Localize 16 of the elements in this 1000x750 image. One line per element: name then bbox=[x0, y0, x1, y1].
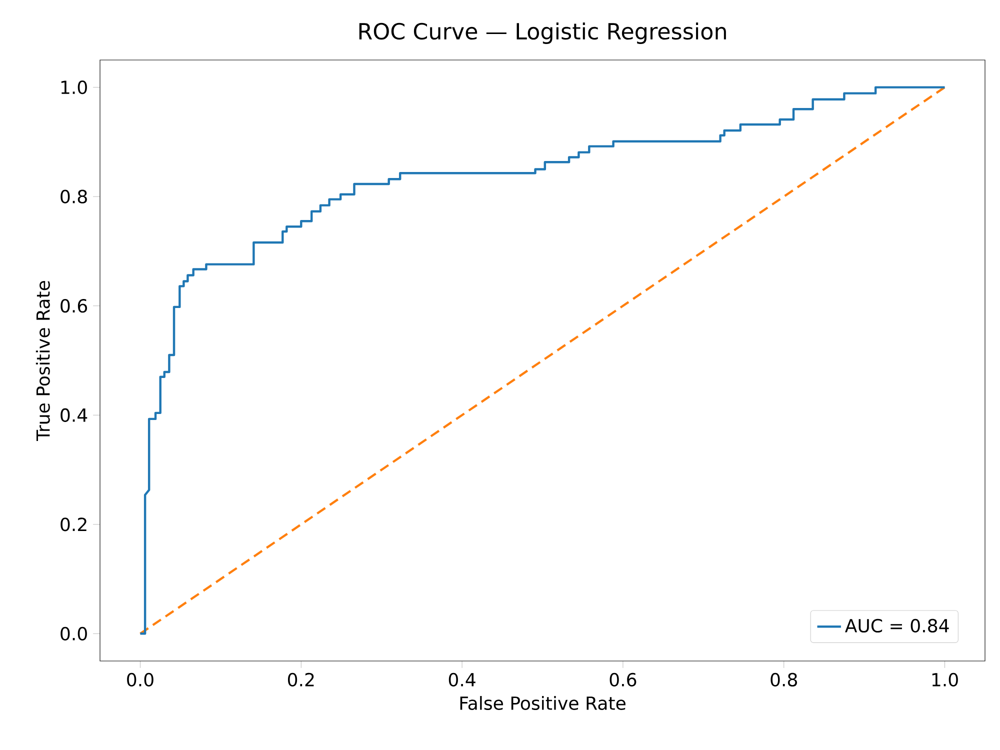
y-tick-label: 1.0 bbox=[61, 80, 87, 94]
x-tick-label: 1.0 bbox=[932, 672, 958, 686]
legend-label: AUC = 0.84 bbox=[844, 618, 949, 633]
y-tick-label: 0.4 bbox=[60, 408, 88, 422]
x-tick-label: 0.2 bbox=[288, 672, 314, 686]
x-axis-title: False Positive Rate bbox=[460, 696, 626, 710]
x-tick-label: 0.6 bbox=[610, 672, 636, 686]
y-tick-label: 0.8 bbox=[60, 190, 87, 204]
x-tick-label: 0.8 bbox=[770, 672, 797, 686]
y-axis-title: True Positive Rate bbox=[36, 281, 50, 441]
y-tick-label: 0.6 bbox=[60, 299, 88, 313]
x-tick-label: 0.0 bbox=[127, 672, 154, 686]
chart-title: ROC Curve — Logistic Regression bbox=[359, 22, 726, 44]
y-tick-label: 0.2 bbox=[60, 518, 86, 532]
x-tick-label: 0.4 bbox=[448, 672, 476, 686]
y-tick-label: 0.0 bbox=[60, 626, 87, 640]
